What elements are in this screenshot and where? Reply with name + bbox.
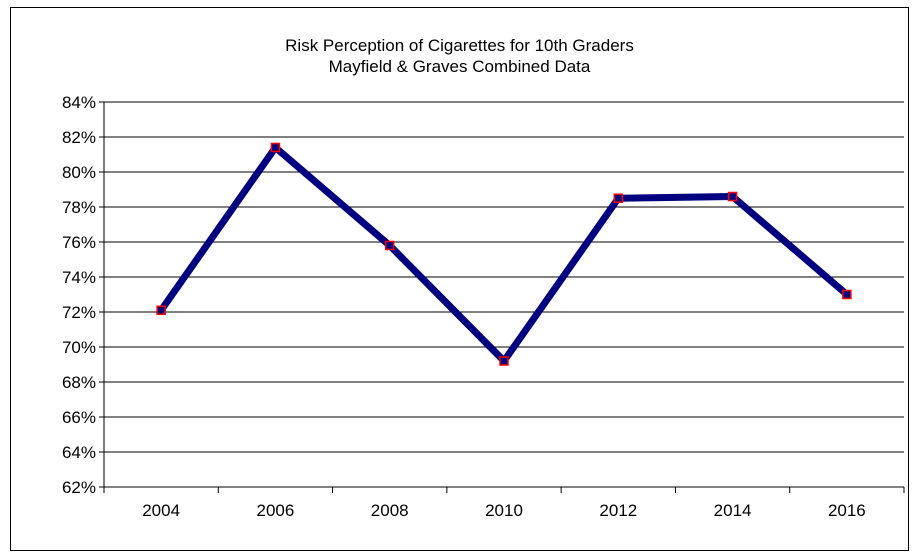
data-point-marker <box>384 240 395 251</box>
data-point-marker <box>727 191 738 202</box>
y-tick-label: 74% <box>62 268 96 287</box>
chart-subtitle: Mayfield & Graves Combined Data <box>328 57 591 76</box>
y-tick-label: 70% <box>62 338 96 357</box>
x-tick-label: 2014 <box>714 501 752 520</box>
x-tick-label: 2006 <box>257 501 295 520</box>
y-tick-label: 78% <box>62 198 96 217</box>
y-tick-label: 76% <box>62 233 96 252</box>
data-point-marker <box>270 142 281 153</box>
x-tick-label: 2010 <box>485 501 523 520</box>
x-tick-label: 2008 <box>371 501 409 520</box>
data-point-marker <box>613 193 624 203</box>
chart-title: Risk Perception of Cigarettes for 10th G… <box>285 36 634 55</box>
y-tick-label: 82% <box>62 128 96 147</box>
y-tick-label: 84% <box>62 93 96 112</box>
x-tick-label: 2004 <box>142 501 180 520</box>
series-line <box>157 144 851 365</box>
y-tick-label: 62% <box>62 478 96 497</box>
y-tick-label: 64% <box>62 443 96 462</box>
x-tick-label: 2012 <box>599 501 637 520</box>
chart-frame <box>10 7 909 551</box>
y-tick-label: 66% <box>62 408 96 427</box>
y-tick-label: 68% <box>62 373 96 392</box>
data-point-marker <box>156 305 166 315</box>
data-point-marker <box>842 289 852 300</box>
y-tick-label: 80% <box>62 163 96 182</box>
x-tick-label: 2016 <box>828 501 866 520</box>
data-point-marker <box>499 356 509 366</box>
y-tick-label: 72% <box>62 303 96 322</box>
